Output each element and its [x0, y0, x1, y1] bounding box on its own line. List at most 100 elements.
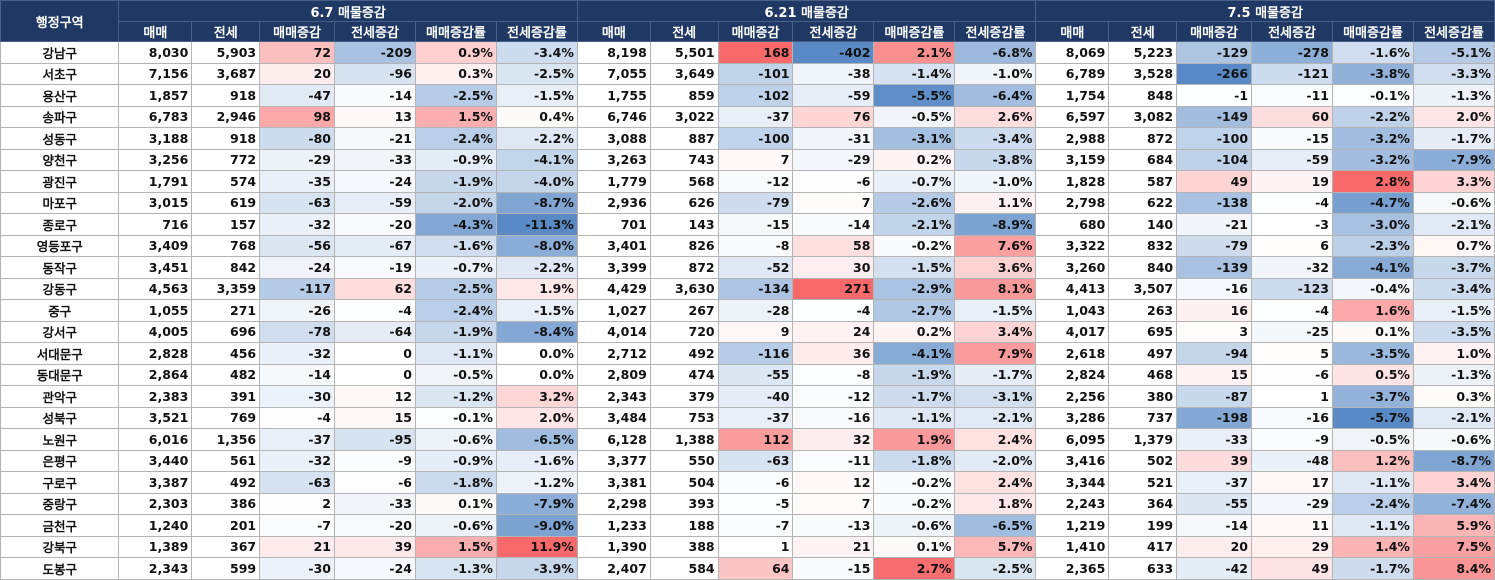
- value-cell: -31: [792, 127, 875, 150]
- value-cell: -3.1%: [954, 385, 1037, 408]
- value-cell: -7: [259, 514, 335, 537]
- value-cell: 2.1%: [873, 41, 956, 64]
- table-row: 중랑구 2,303 386 2 -33 0.1% -7.9% 2,298 393 -5 7 -0.2%…: [0, 492, 1495, 515]
- value-cell: -7: [717, 514, 794, 537]
- value-cell: 1,390: [576, 535, 651, 558]
- value-cell: -6.5%: [954, 514, 1037, 537]
- value-cell: 497: [1108, 342, 1178, 365]
- value-cell: -3.4%: [495, 41, 578, 64]
- value-cell: -6: [717, 471, 794, 494]
- value-cell: -116: [717, 342, 794, 365]
- value-cell: -8.0%: [495, 234, 578, 257]
- value-cell: -7.9%: [495, 492, 578, 515]
- value-cell: -1.2%: [495, 471, 578, 494]
- value-cell: -32: [259, 213, 335, 236]
- value-cell: -38: [792, 62, 875, 85]
- value-cell: 17: [1251, 471, 1333, 494]
- value-cell: 6,783: [118, 105, 193, 128]
- value-cell: -0.4%: [1331, 277, 1414, 300]
- value-cell: -8.9%: [954, 213, 1037, 236]
- value-cell: -20: [334, 213, 416, 236]
- value-cell: -37: [1176, 471, 1253, 494]
- value-cell: 3,377: [576, 449, 651, 472]
- value-cell: 2,712: [576, 342, 651, 365]
- value-cell: -11.3%: [495, 213, 578, 236]
- value-cell: 13: [334, 105, 416, 128]
- value-cell: 2,383: [118, 385, 193, 408]
- value-cell: 3.2%: [495, 385, 578, 408]
- value-cell: 8.4%: [1412, 557, 1495, 580]
- value-cell: -138: [1176, 191, 1253, 214]
- value-cell: 7,156: [118, 62, 193, 85]
- value-cell: -2.4%: [1331, 492, 1414, 515]
- value-cell: -1.5%: [873, 256, 956, 279]
- value-cell: -3.5%: [1412, 320, 1495, 343]
- value-cell: 4,017: [1035, 320, 1110, 343]
- region-cell: 중구: [0, 299, 120, 322]
- value-cell: 6,095: [1035, 428, 1110, 451]
- value-cell: 379: [649, 385, 719, 408]
- value-cell: 2,343: [118, 557, 193, 580]
- value-cell: 840: [1108, 256, 1178, 279]
- value-cell: -52: [717, 256, 794, 279]
- value-cell: -139: [1176, 256, 1253, 279]
- value-cell: -7.9%: [1412, 148, 1495, 171]
- table-row: 강동구 4,563 3,359 -117 62 -2.5% 1.9% 4,429 3,630 -1…: [0, 277, 1495, 300]
- value-cell: 8,198: [576, 41, 651, 64]
- value-cell: -0.2%: [873, 471, 956, 494]
- value-cell: 3,451: [118, 256, 193, 279]
- value-cell: 2.0%: [495, 406, 578, 429]
- column-header: 매매증감률: [873, 21, 956, 42]
- region-cell: 강북구: [0, 535, 120, 558]
- value-cell: -6: [334, 471, 416, 494]
- value-cell: -96: [334, 62, 416, 85]
- value-cell: 7,055: [576, 62, 651, 85]
- column-header: 매매증감: [259, 21, 335, 42]
- value-cell: -26: [259, 299, 335, 322]
- value-cell: 49: [1176, 170, 1253, 193]
- value-cell: 5.9%: [1412, 514, 1495, 537]
- value-cell: 1,233: [576, 514, 651, 537]
- value-cell: -6.4%: [954, 84, 1037, 107]
- value-cell: 267: [649, 299, 719, 322]
- value-cell: -29: [259, 148, 335, 171]
- value-cell: 3,387: [118, 471, 193, 494]
- value-cell: -13: [792, 514, 875, 537]
- value-cell: 468: [1108, 363, 1178, 386]
- value-cell: 188: [649, 514, 719, 537]
- value-cell: 8,030: [118, 41, 193, 64]
- value-cell: 2,824: [1035, 363, 1110, 386]
- value-cell: -0.6%: [414, 428, 497, 451]
- value-cell: 112: [717, 428, 794, 451]
- value-cell: -104: [1176, 148, 1253, 171]
- value-cell: -9: [1251, 428, 1333, 451]
- value-cell: 24: [792, 320, 875, 343]
- value-cell: -14: [1176, 514, 1253, 537]
- value-cell: 3,484: [576, 406, 651, 429]
- value-cell: 388: [649, 535, 719, 558]
- column-header: 전세: [1108, 21, 1178, 42]
- value-cell: -1.9%: [873, 363, 956, 386]
- value-cell: 0.2%: [873, 148, 956, 171]
- value-cell: -100: [1176, 127, 1253, 150]
- value-cell: -37: [717, 105, 794, 128]
- region-cell: 도봉구: [0, 557, 120, 580]
- value-cell: 2,936: [576, 191, 651, 214]
- value-cell: -55: [1176, 492, 1253, 515]
- value-cell: 3,521: [118, 406, 193, 429]
- value-cell: -14: [259, 363, 335, 386]
- value-cell: -63: [717, 449, 794, 472]
- value-cell: -2.3%: [1331, 234, 1414, 257]
- value-cell: -16: [792, 406, 875, 429]
- value-cell: -29: [792, 148, 875, 171]
- region-cell: 용산구: [0, 84, 120, 107]
- value-cell: 3,159: [1035, 148, 1110, 171]
- value-cell: 2.4%: [954, 428, 1037, 451]
- value-cell: 599: [191, 557, 261, 580]
- table-row: 은평구 3,440 561 -32 -9 -0.9% -1.6% 3,377 550 -63 -11…: [0, 449, 1495, 472]
- value-cell: -1.7%: [1331, 557, 1414, 580]
- value-cell: -12: [792, 385, 875, 408]
- value-cell: 2,243: [1035, 492, 1110, 515]
- value-cell: -4.1%: [495, 148, 578, 171]
- value-cell: 0.0%: [495, 363, 578, 386]
